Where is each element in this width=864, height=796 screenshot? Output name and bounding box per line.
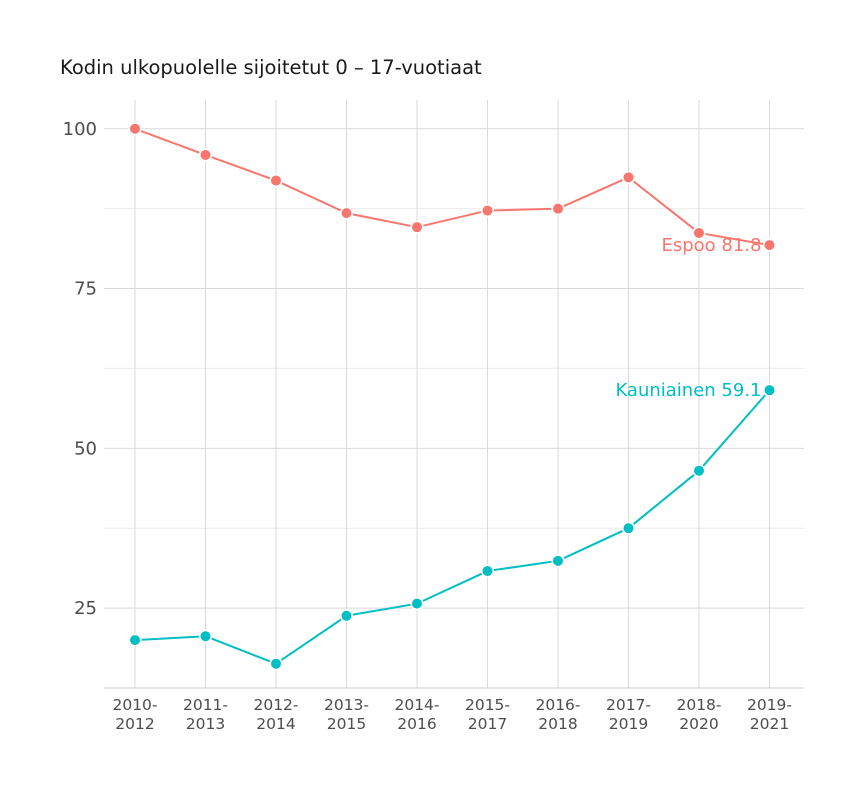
data-point-espoo — [762, 238, 777, 252]
data-point-kauniainen — [551, 554, 565, 568]
end-label-kauniainen: Kauniainen 59.1 — [615, 380, 761, 401]
data-point-kauniainen — [621, 521, 636, 535]
end-label-espoo: Espoo 81.8 — [661, 235, 761, 256]
x-tick-label: 2012-2014 — [253, 696, 298, 733]
x-tick-label: 2010-2012 — [112, 696, 157, 733]
chart-title: Kodin ulkopuolelle sijoitetut 0 – 17-vuo… — [60, 56, 482, 79]
x-tick-label: 2019-2021 — [747, 696, 792, 733]
data-point-espoo — [551, 202, 565, 216]
x-tick-label: 2013-2015 — [324, 696, 369, 733]
data-point-espoo — [128, 122, 142, 136]
series-line-espoo — [134, 127, 771, 247]
data-point-kauniainen — [198, 629, 213, 643]
data-point-espoo — [410, 220, 424, 234]
x-tick-label: 2014-2016 — [394, 696, 439, 733]
x-tick-label: 2011-2013 — [183, 696, 228, 733]
data-point-kauniainen — [339, 609, 354, 623]
data-point-espoo — [621, 170, 636, 184]
data-point-kauniainen — [269, 657, 283, 671]
x-tick-label: 2018-2020 — [676, 696, 721, 733]
y-tick-label: 100 — [63, 119, 97, 140]
y-tick-label: 75 — [74, 279, 97, 300]
x-tick-label: 2016-2018 — [535, 696, 580, 733]
y-tick-label: 50 — [74, 438, 97, 459]
data-point-kauniainen — [762, 383, 777, 397]
data-point-espoo — [480, 203, 495, 218]
y-tick-label: 25 — [74, 598, 97, 619]
data-point-espoo — [198, 148, 213, 162]
data-point-espoo — [339, 206, 354, 220]
data-point-kauniainen — [480, 564, 495, 578]
data-point-kauniainen — [410, 597, 424, 611]
data-point-espoo — [692, 226, 706, 240]
series-line-kauniainen — [134, 389, 771, 665]
data-point-espoo — [269, 173, 283, 188]
x-tick-label: 2015-2017 — [465, 696, 510, 733]
data-point-kauniainen — [692, 464, 706, 478]
data-point-kauniainen — [128, 633, 142, 647]
x-tick-label: 2017-2019 — [606, 696, 651, 733]
